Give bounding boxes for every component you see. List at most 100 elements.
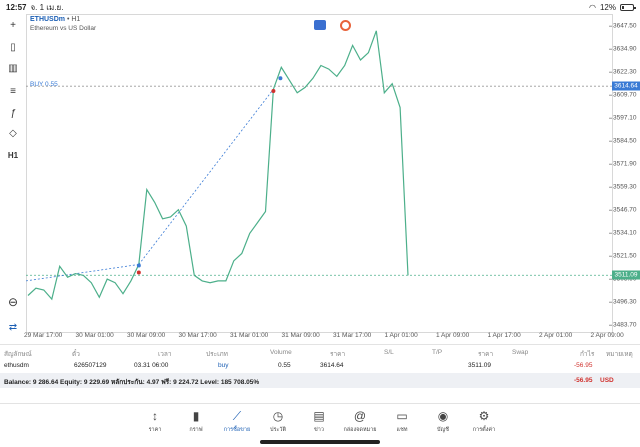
chat-icon: ▭ [396,409,408,423]
table-header: สัญลักษณ์ ตั๋ว เวลา ประเภท Volume ราคา S… [0,344,640,358]
profit-currency: USD [600,377,614,384]
time-axis-label: 1 Apr 09:00 [436,332,470,339]
row-time: 03.31 06:00 [134,362,169,369]
current-price-tag: 3614.64 [612,81,640,91]
function-icon[interactable]: ƒ [10,107,16,119]
col-profit: กำไร [580,351,595,358]
row-current-price: 3511.09 [468,362,492,369]
one-click-icon[interactable] [340,20,351,31]
row-open-price: 3614.64 [320,362,344,369]
chart-frame [26,14,613,333]
row-volume: 0.55 [278,362,291,369]
sell-quick-button[interactable] [314,20,326,30]
nav-trade[interactable]: ⟋ การซื้อขาย [217,408,257,434]
indicators-icon[interactable]: ≡ [10,85,16,97]
nav-news[interactable]: ▤ ข่าว [299,408,339,434]
nav-settings[interactable]: ⚙ การตั้งค่า [464,408,504,434]
nav-chat-label: แชท [396,427,408,433]
nav-mailbox-label: กล่องจดหมาย [343,427,377,433]
time-axis-label: 30 Mar 09:00 [127,332,166,339]
positions-table: สัญลักษณ์ ตั๋ว เวลา ประเภท Volume ราคา S… [0,344,640,390]
col-symbol: สัญลักษณ์ [4,351,32,358]
row-ticket: 626507129 [74,362,107,369]
nav-history-label: ประวัติ [269,427,287,433]
chart-type-icon[interactable]: ▥ [8,62,18,74]
symbol-name: ETHUSDm [30,16,66,23]
price-axis-label: 3534.10 [613,229,637,237]
symbol-description: Ethereum vs US Dollar [30,25,97,32]
nav-news-label: ข่าว [314,427,324,433]
row-profit: -56.95 [574,362,593,369]
home-indicator [260,440,380,444]
col-volume: Volume [270,349,292,356]
price-axis-label: 3571.90 [613,160,637,168]
price-line [27,30,409,301]
price-axis-label: 3584.50 [613,137,637,145]
price-axis-label: 3609.70 [613,91,637,99]
battery-percent: 12% [599,2,616,12]
trade-history-line-left [26,264,139,282]
sell-marker [136,270,141,275]
one-click-trading-icon[interactable]: ⇄ [8,321,18,333]
bottom-navigation: ↕ ราคา ▮ กราฟ ⟋ การซื้อขาย ◷ ประวัติ ▤ ข่าว @… [0,403,640,447]
time-axis-label: 1 Apr 17:00 [487,332,521,339]
chart-toolbar: + ▯ ▥ ≡ ƒ ◇ H1 ⊖ ⇄ [0,14,26,344]
nav-quotes[interactable]: ↕ ราคา [135,408,175,434]
price-axis-label: 3634.90 [613,45,637,53]
chart-canvas[interactable] [26,14,640,344]
chart-icon: ▮ [192,409,200,423]
sell-marker-2 [271,89,276,94]
nav-quotes-label: ราคา [148,427,162,433]
nav-mailbox[interactable]: @ กล่องจดหมาย [340,408,380,434]
nav-trade-label: การซื้อขาย [223,427,251,433]
status-time: 12:57 [6,2,27,12]
price-axis-label: 3647.50 [613,22,637,30]
quotes-icon: ↕ [152,409,158,423]
col-current-price: ราคา [478,351,494,358]
buy-position-label: BUY 0.55 [30,81,58,88]
buy-marker-2 [278,76,283,81]
time-axis-label: 1 Apr 01:00 [384,332,418,339]
symbol-timeframe: • H1 [66,16,81,23]
nav-chart[interactable]: ▮ กราฟ [176,408,216,434]
wifi-icon: ◠ [589,2,596,12]
price-axis-label: 3496.30 [613,298,637,306]
news-icon: ▤ [313,409,325,423]
mailbox-icon: @ [353,409,367,423]
time-axis-label: 31 Mar 01:00 [230,332,269,339]
crosshair-icon[interactable]: + [10,19,16,31]
col-type: ประเภท [206,351,228,358]
timeframe-button[interactable]: H1 [7,150,19,160]
objects-icon[interactable]: ◇ [9,127,17,139]
row-type: buy [218,362,229,369]
history-icon: ◷ [272,409,284,423]
time-axis-label: 2 Apr 01:00 [539,332,573,339]
time-axis-label: 2 Apr 09:00 [590,332,624,339]
time-axis-label: 30 Mar 01:00 [75,332,114,339]
nav-chat[interactable]: ▭ แชท [382,408,422,434]
table-row[interactable]: ethusdm 626507129 03.31 06:00 buy 0.55 3… [0,358,640,372]
buy-entry-marker [136,263,141,268]
time-axis-label: 29 Mar 17:00 [24,332,63,339]
status-bar: 12:57 จ. 1 เม.ย. ◠ 12% [0,0,640,14]
price-axis-label: 3521.50 [613,252,637,260]
candlestick-icon[interactable]: ▯ [10,41,16,53]
col-comment: หมายเหตุ [606,351,633,358]
price-axis-label: 3546.70 [613,206,637,214]
bid-price-tag: 3511.09 [612,270,640,280]
col-ticket: ตั๋ว [72,351,80,358]
price-axis-label: 3483.70 [613,321,637,329]
col-sl: S/L [384,349,394,356]
nav-settings-label: การตั้งค่า [472,427,496,433]
trade-history-line [138,88,274,265]
nav-history[interactable]: ◷ ประวัติ [258,408,298,434]
nav-accounts-label: บัญชี [437,427,449,433]
col-swap: Swap [512,349,529,356]
time-axis-label: 31 Mar 17:00 [333,332,372,339]
col-time: เวลา [158,351,172,358]
nav-accounts[interactable]: ◉ บัญชี [423,408,463,434]
trade-icon: ⟋ [232,409,242,423]
price-chart[interactable]: ETHUSDm • H1 Ethereum vs US Dollar BUY 0… [24,14,640,344]
zoom-icon[interactable]: ⊖ [7,295,19,309]
